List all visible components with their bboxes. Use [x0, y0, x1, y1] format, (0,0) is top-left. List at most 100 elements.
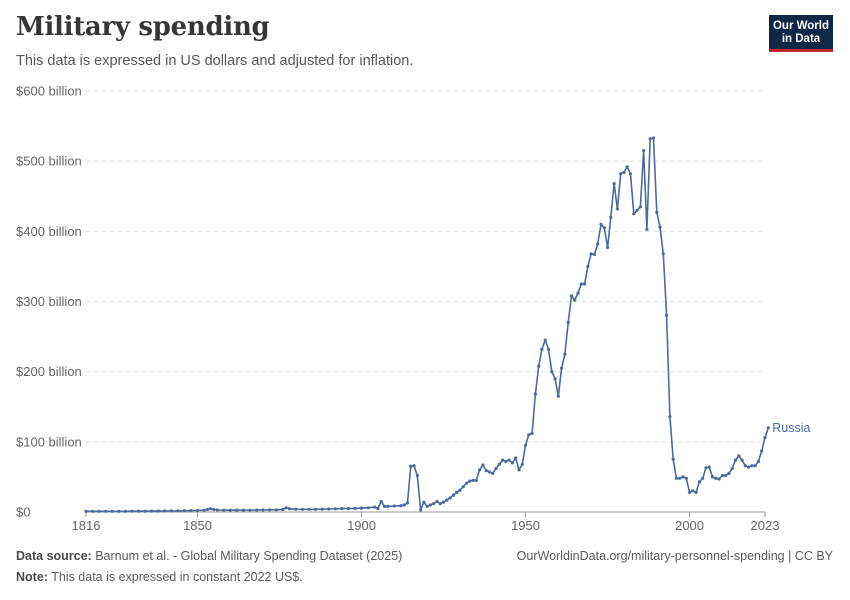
- data-point: [612, 182, 616, 186]
- data-point: [478, 468, 482, 472]
- data-point: [455, 490, 459, 494]
- data-point: [481, 463, 485, 467]
- data-point: [733, 458, 738, 462]
- data-point: [514, 456, 518, 460]
- data-point: [392, 504, 396, 508]
- x-tick-label: 2023: [751, 518, 780, 533]
- data-point: [730, 466, 734, 471]
- data-point: [300, 507, 305, 511]
- x-tick-label: 2000: [675, 518, 704, 533]
- data-point: [448, 496, 452, 500]
- data-point: [753, 464, 757, 468]
- data-point: [150, 509, 154, 513]
- data-point: [441, 500, 446, 504]
- data-point: [415, 473, 419, 478]
- data-point: [376, 506, 380, 511]
- data-point: [648, 137, 652, 141]
- data-point: [697, 480, 702, 484]
- data-point: [228, 508, 232, 512]
- data-point: [366, 506, 370, 510]
- data-point: [635, 208, 639, 212]
- data-point: [727, 471, 731, 475]
- data-point: [110, 509, 114, 513]
- owid-logo[interactable]: Our World in Data: [769, 15, 833, 52]
- data-point: [428, 503, 432, 507]
- data-point: [740, 458, 744, 462]
- data-point: [556, 394, 560, 398]
- data-point: [169, 509, 173, 513]
- x-tick-label: 1950: [511, 518, 540, 533]
- data-point: [412, 464, 416, 468]
- data-point: [737, 454, 741, 458]
- data-point: [307, 507, 311, 511]
- data-point: [163, 509, 167, 513]
- y-tick-label: $300 billion: [16, 294, 82, 309]
- source-label: Data source:: [16, 549, 92, 563]
- source-url[interactable]: OurWorldinData.org/military-personnel-sp…: [516, 549, 833, 563]
- data-point: [494, 466, 498, 471]
- data-point: [569, 294, 574, 298]
- data-point: [104, 509, 108, 513]
- data-point: [720, 473, 725, 478]
- data-point: [520, 462, 524, 466]
- data-point: [642, 149, 646, 153]
- data-point: [602, 226, 606, 230]
- data-point: [622, 170, 626, 174]
- data-point: [694, 490, 698, 494]
- data-point: [359, 506, 364, 510]
- data-point: [261, 508, 265, 512]
- data-point: [763, 436, 767, 440]
- data-point: [760, 449, 764, 453]
- data-point: [517, 468, 521, 472]
- logo-line-2: in Data: [781, 33, 821, 45]
- data-point: [195, 508, 200, 513]
- data-point: [625, 165, 629, 169]
- data-point: [553, 377, 557, 381]
- data-point: [510, 461, 514, 465]
- data-point: [189, 509, 193, 513]
- data-point: [281, 507, 285, 512]
- data-point: [628, 172, 633, 176]
- data-point: [84, 509, 88, 513]
- data-point: [576, 291, 580, 295]
- data-point: [209, 507, 213, 511]
- data-point: [156, 509, 160, 513]
- data-point: [432, 502, 436, 506]
- x-tick-label: 1900: [347, 518, 376, 533]
- data-point: [550, 370, 554, 374]
- data-point: [136, 509, 141, 513]
- data-point: [222, 508, 226, 512]
- source-text[interactable]: Barnum et al. - Global Military Spending…: [95, 549, 403, 563]
- data-point: [501, 458, 505, 462]
- data-point: [451, 493, 455, 497]
- data-point: [419, 508, 423, 512]
- y-tick-label: $100 billion: [16, 434, 82, 449]
- note-line: Note: This data is expressed in constant…: [16, 570, 303, 584]
- data-point: [182, 509, 186, 513]
- data-point: [658, 225, 662, 229]
- data-point: [573, 298, 577, 302]
- data-point: [202, 508, 206, 512]
- data-point: [143, 509, 147, 513]
- data-point: [314, 507, 318, 511]
- data-point: [688, 490, 692, 494]
- data-point: [422, 500, 426, 504]
- data-point: [701, 476, 705, 480]
- data-point: [461, 485, 465, 489]
- data-point: [458, 488, 462, 492]
- data-point: [491, 471, 495, 475]
- data-point: [438, 502, 442, 506]
- data-point: [241, 508, 245, 512]
- data-point: [91, 509, 95, 513]
- data-point: [747, 465, 751, 469]
- data-point: [284, 506, 288, 510]
- data-point: [599, 222, 603, 226]
- series-line-russia: [86, 137, 770, 513]
- data-point: [681, 475, 685, 479]
- data-point: [537, 364, 541, 368]
- data-point: [668, 415, 672, 419]
- data-point: [766, 426, 770, 430]
- data-point: [320, 507, 324, 511]
- data-point: [619, 172, 623, 176]
- data-point: [294, 507, 298, 511]
